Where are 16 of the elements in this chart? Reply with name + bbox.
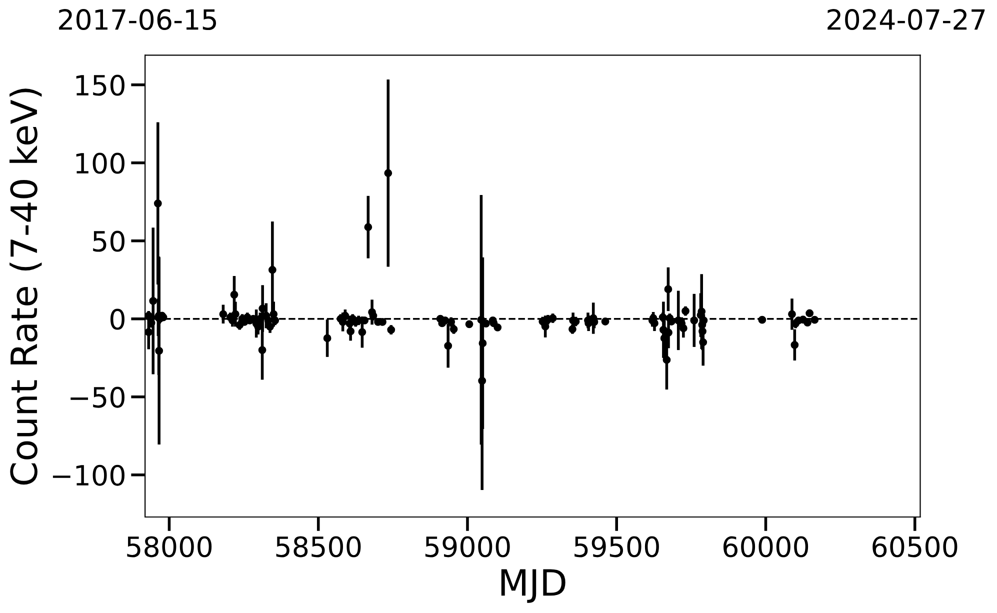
x-tick-label: 60500 [872,536,958,558]
x-tick-label: 58500 [276,536,361,558]
y-tick-label: 50 [93,230,124,252]
y-tick-label: 100 [76,152,124,174]
y-tick-label: −50 [70,386,124,408]
y-tick-label: −100 [52,464,124,486]
x-tick-label: 58000 [127,536,212,558]
text: 2017-06-15 [59,9,216,30]
y-tick-label: 150 [76,74,124,96]
x-axis-title: MJD [501,569,566,603]
x-tick-label: 59500 [574,536,659,558]
x-tick-label: 60000 [723,536,808,558]
x-tick-label: 59000 [425,536,510,558]
y-axis-title: Count Rate (7-40 keV) [10,88,42,485]
y-tick-label: 0 [110,308,124,330]
text: 2024-07-27 [828,9,985,30]
